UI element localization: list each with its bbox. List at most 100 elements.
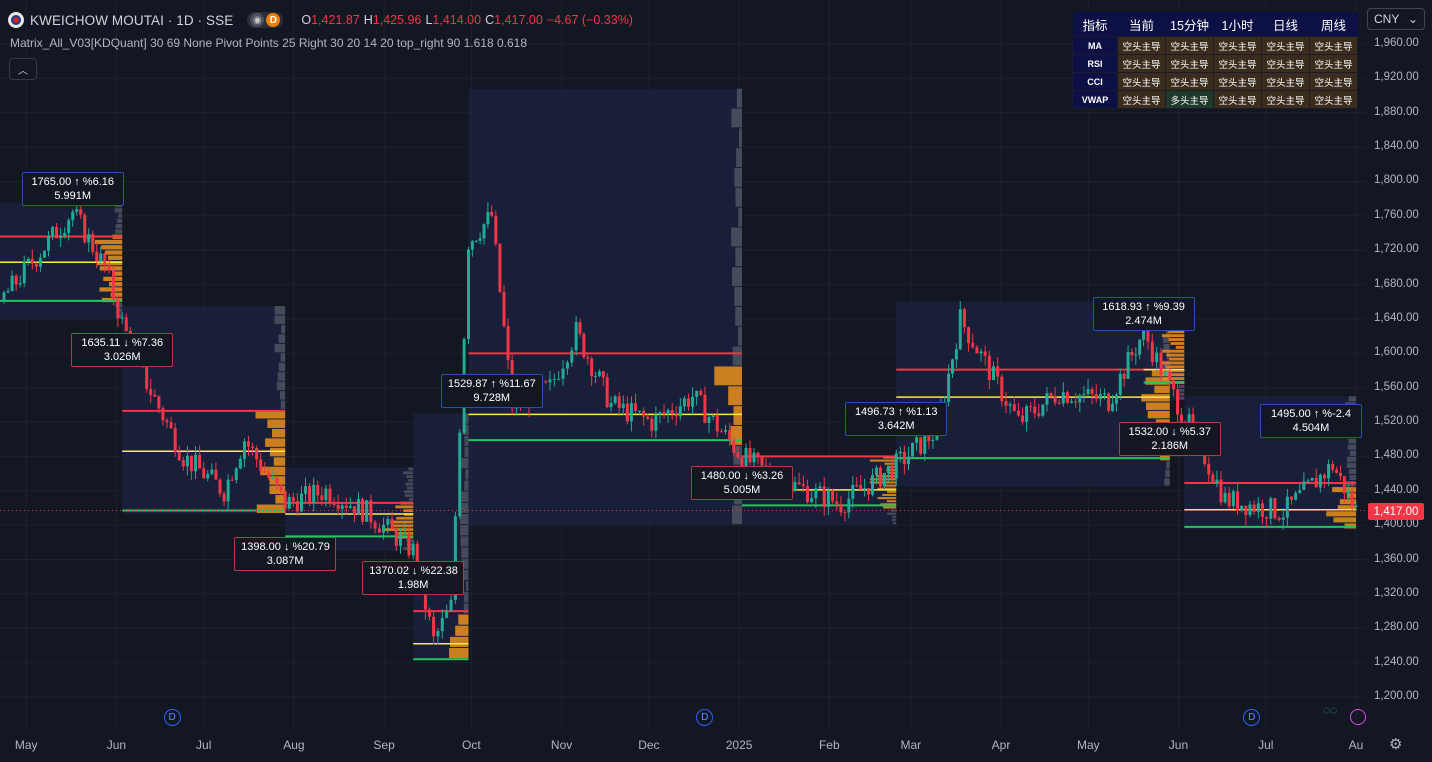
candle-body: [1207, 463, 1211, 475]
candle-body: [1126, 351, 1130, 379]
volume-bar: [390, 524, 414, 528]
signal-cell: 空头主导: [1213, 72, 1262, 91]
gear-icon[interactable]: ⚙: [1389, 736, 1403, 753]
volume-bar: [735, 306, 743, 326]
volume-bar: [1348, 468, 1356, 474]
last-price-badge: 1,417.00: [1368, 503, 1424, 520]
candle-body: [699, 390, 703, 395]
candle-body: [1150, 341, 1154, 363]
candle-body: [502, 291, 506, 326]
volume-bar: [461, 458, 469, 469]
signal-cell: 空头主导: [1213, 90, 1262, 109]
candle-body: [1070, 401, 1074, 403]
candle-body: [369, 500, 373, 523]
currency-selector[interactable]: CNY ⌄: [1367, 8, 1425, 30]
candle-body: [1318, 474, 1322, 488]
candle-body: [1053, 395, 1057, 403]
collapse-legend-button[interactable]: ︿: [9, 58, 37, 80]
candle-body: [470, 241, 474, 250]
candle-body: [161, 408, 165, 421]
table-header: 日线: [1261, 12, 1310, 37]
candle-body: [678, 406, 682, 417]
candle-body: [1335, 469, 1339, 473]
signal-cell: 空头主导: [1261, 54, 1310, 73]
candle-body: [1219, 479, 1223, 503]
candle-body: [1033, 406, 1037, 414]
candle-body: [801, 484, 805, 487]
candle-body: [582, 333, 586, 358]
market-status-pill[interactable]: ◉ D: [247, 12, 284, 28]
candle-body: [666, 410, 670, 415]
time-tick: Dec: [638, 738, 660, 752]
symbol-title[interactable]: KWEICHOW MOUTAI · 1D · SSE: [30, 12, 234, 28]
candle-body: [654, 414, 658, 431]
candle-body: [365, 500, 369, 522]
candle-body: [390, 519, 394, 530]
volume-bar: [464, 446, 469, 458]
volume-bar: [396, 516, 414, 520]
candle-body: [1111, 403, 1115, 411]
candle-body: [923, 434, 927, 454]
candle-body: [222, 493, 226, 502]
volume-bar: [732, 267, 743, 287]
time-tick: 2025: [725, 738, 753, 752]
candle-body: [867, 488, 871, 495]
candle-body: [1155, 352, 1159, 363]
dividend-marker[interactable]: D: [696, 709, 714, 726]
volume-bar: [406, 475, 414, 478]
candle-body: [1215, 479, 1219, 483]
volume-bar: [384, 528, 414, 531]
candle-body: [153, 394, 157, 397]
volume-bar: [464, 435, 469, 446]
candle-body: [1310, 477, 1314, 481]
symbol-logo[interactable]: [8, 12, 24, 28]
candle-body: [1176, 389, 1180, 415]
candle-body: [609, 402, 613, 408]
candle-body: [1103, 393, 1107, 395]
dividend-marker[interactable]: D: [1243, 709, 1261, 726]
candle-body: [295, 501, 299, 512]
candle-body: [116, 299, 120, 319]
indicator-legend[interactable]: Matrix_All_V03[KDQuant] 30 69 None Pivot…: [10, 36, 528, 50]
candle-body: [818, 486, 822, 489]
candle-body: [814, 488, 818, 499]
volume-bar: [714, 366, 743, 386]
pivot-label: 1635.11 ↓ %7.36 3.026M: [71, 333, 174, 368]
candle-body: [2, 292, 6, 302]
volume-bar: [269, 447, 286, 457]
candle-body: [336, 504, 340, 510]
volume-bar: [1165, 365, 1185, 369]
candle-body: [177, 452, 181, 461]
volume-bar: [1333, 517, 1356, 523]
row-label: MA: [1072, 36, 1118, 55]
candle-body: [863, 488, 867, 490]
price-tick: 1,440.00: [1374, 483, 1419, 496]
candle-body: [1298, 490, 1302, 493]
volume-bar: [1159, 452, 1170, 461]
candle-body: [906, 456, 910, 465]
compare-icon[interactable]: ◌◌: [1323, 703, 1338, 717]
volume-bar: [1326, 511, 1356, 517]
price-tick: 1,320.00: [1374, 586, 1419, 599]
candle-body: [169, 422, 173, 429]
candle-body: [1029, 406, 1033, 408]
candle-body: [185, 455, 189, 467]
candle-body: [646, 416, 650, 419]
candle-body: [230, 479, 234, 481]
candle-body: [1342, 476, 1346, 494]
candle-body: [736, 452, 740, 458]
replay-icon[interactable]: [1350, 709, 1366, 725]
candle-body: [226, 479, 230, 502]
dividend-marker[interactable]: D: [163, 709, 181, 726]
candle-body: [594, 375, 598, 377]
candle-body: [407, 532, 411, 556]
candle-body: [157, 396, 161, 409]
candle-body: [1314, 477, 1318, 488]
signal-cell: 空头主导: [1261, 36, 1310, 55]
row-label: VWAP: [1072, 90, 1118, 109]
candle-body: [275, 477, 279, 486]
candle-body: [954, 349, 958, 360]
price-tick: 1,880.00: [1374, 105, 1419, 118]
currency-label: CNY: [1374, 12, 1400, 26]
